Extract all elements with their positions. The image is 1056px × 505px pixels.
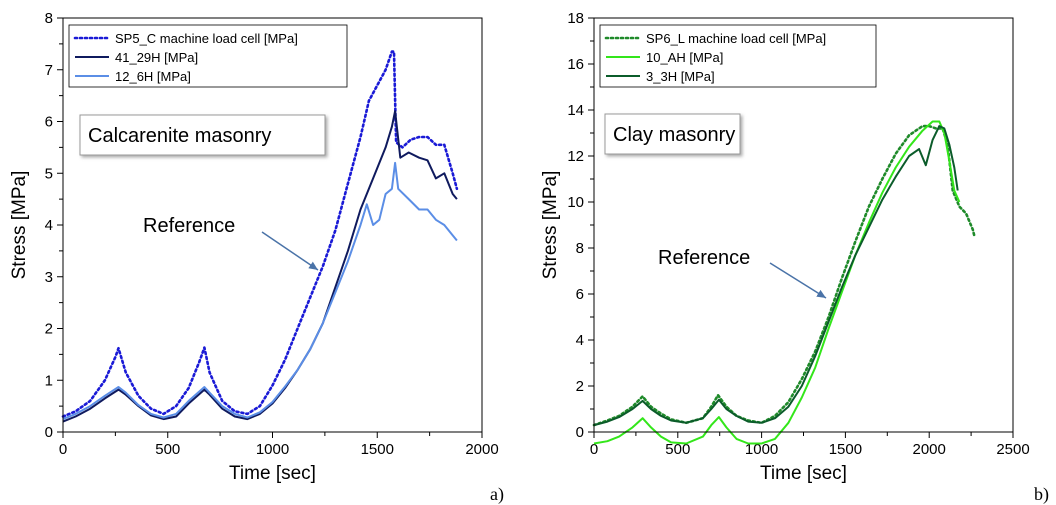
y-tick-label: 16 — [567, 56, 584, 73]
y-tick-label: 6 — [576, 286, 584, 303]
legend-label: 12_6H [MPa] — [115, 69, 191, 84]
y-tick-label: 18 — [567, 10, 584, 27]
series-line-3 — [593, 125, 959, 427]
x-tick-label: 2000 — [465, 441, 498, 458]
series-line-2 — [62, 110, 458, 423]
series-line-2 — [593, 120, 961, 445]
legend: SP5_C machine load cell [MPa] 41_29H [MPa… — [68, 24, 348, 88]
y-tick-label: 1 — [45, 372, 53, 389]
y-tick-label: 2 — [45, 321, 53, 338]
legend-label: 10_AH [MPa] — [646, 50, 723, 65]
annotation-box-text: Calcarenite masonry — [88, 125, 271, 147]
plot-frame — [62, 17, 483, 433]
x-tick-label: 0 — [590, 441, 598, 458]
y-tick-label: 4 — [45, 217, 53, 234]
y-tick-label: 6 — [45, 114, 53, 131]
y-tick-label: 4 — [576, 332, 584, 349]
x-tick-label: 1000 — [256, 441, 289, 458]
x-axis-label: Time [sec] — [229, 463, 316, 484]
series-group — [592, 120, 976, 445]
reference-label: Reference — [658, 247, 750, 269]
reference-arrow — [261, 231, 319, 271]
y-tick-label: 8 — [576, 240, 584, 257]
y-tick-label: 7 — [45, 62, 53, 79]
annotation-box-frame — [79, 114, 326, 156]
y-axis-label: Stress [MPa] — [9, 171, 30, 280]
legend: SP6_L machine load cell [MPa] 10_AH [MPa]… — [599, 24, 877, 88]
tick-group: 0 500 1000 1500 2000 0 1 2 3 4 5 6 7 8 — [45, 10, 499, 458]
reference-arrow — [769, 262, 827, 299]
series-line-3 — [62, 161, 458, 421]
tick-group: 0 500 1000 1500 2000 2500 0 2 4 6 8 10 12 14 16 18 — [567, 10, 1029, 458]
chart-panel-a: 0 500 1000 1500 2000 0 1 2 3 4 5 6 7 8 SP5_C machine … — [9, 10, 504, 505]
reference-label: Reference — [143, 215, 235, 237]
y-tick-label: 12 — [567, 148, 584, 165]
x-tick-label: 1000 — [745, 441, 778, 458]
y-tick-label: 2 — [576, 378, 584, 395]
y-tick-label: 3 — [45, 269, 53, 286]
legend-box — [68, 24, 348, 88]
x-tick-label: 2000 — [913, 441, 946, 458]
y-tick-label: 14 — [567, 102, 584, 119]
annotation-box: Calcarenite masonry — [79, 114, 326, 156]
panel-label-b: b) — [1034, 484, 1049, 505]
plot-frame — [593, 17, 1014, 433]
x-tick-label: 2500 — [996, 441, 1029, 458]
y-tick-label: 8 — [45, 10, 53, 27]
x-axis-label: Time [sec] — [760, 463, 847, 484]
series-group — [61, 50, 459, 423]
legend-box — [599, 24, 877, 88]
legend-label: 41_29H [MPa] — [115, 50, 198, 65]
y-tick-label: 0 — [576, 424, 584, 441]
series-line-1 — [61, 50, 459, 418]
y-axis-label: Stress [MPa] — [540, 171, 561, 280]
x-tick-label: 1500 — [829, 441, 862, 458]
x-tick-label: 0 — [59, 441, 67, 458]
series-line-1 — [592, 124, 976, 427]
y-tick-label: 0 — [45, 424, 53, 441]
x-tick-label: 1500 — [361, 441, 394, 458]
y-tick-label: 10 — [567, 194, 584, 211]
panel-label-a: a) — [490, 484, 504, 505]
x-tick-label: 500 — [665, 441, 690, 458]
legend-label: 3_3H [MPa] — [646, 69, 715, 84]
legend-label: SP6_L machine load cell [MPa] — [646, 31, 826, 46]
legend-label: SP5_C machine load cell [MPa] — [115, 31, 298, 46]
annotation-box: Clay masonry — [604, 113, 741, 155]
chart-panel-b: 0 500 1000 1500 2000 2500 0 2 4 6 8 10 12 14 16 18 SP6_… — [540, 10, 1049, 505]
annotation-box-text: Clay masonry — [613, 124, 735, 146]
y-tick-label: 5 — [45, 165, 53, 182]
x-tick-label: 500 — [155, 441, 180, 458]
annotation-box-frame — [604, 113, 741, 155]
